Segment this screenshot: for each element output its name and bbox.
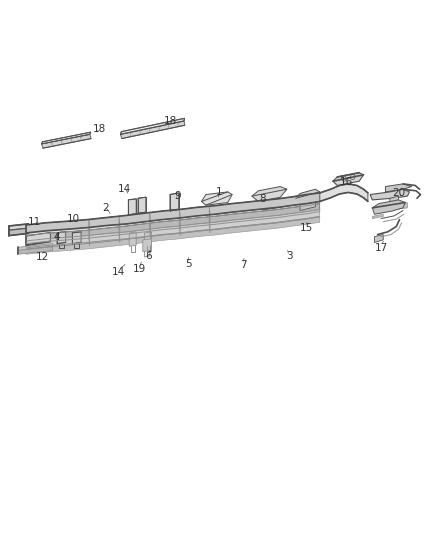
Polygon shape [89,220,90,236]
Text: 20: 20 [392,188,405,198]
Text: 3: 3 [286,251,293,261]
Polygon shape [26,209,320,248]
Polygon shape [399,203,407,209]
Text: 7: 7 [240,261,247,270]
Polygon shape [72,232,81,244]
Polygon shape [296,189,320,203]
Polygon shape [119,227,120,243]
Text: 15: 15 [300,223,313,233]
Polygon shape [120,118,184,134]
Polygon shape [26,232,50,245]
Text: 11: 11 [28,217,41,227]
Polygon shape [120,121,185,139]
Polygon shape [89,230,90,246]
Polygon shape [119,216,120,232]
Polygon shape [374,235,383,243]
Polygon shape [18,247,53,254]
Text: 2: 2 [102,203,109,213]
Text: 9: 9 [174,191,181,200]
Polygon shape [128,199,136,215]
Polygon shape [166,209,179,211]
Polygon shape [145,232,152,246]
Polygon shape [42,134,91,148]
Polygon shape [18,244,53,251]
Text: 10: 10 [67,214,80,223]
Text: 17: 17 [374,243,388,253]
Text: 14: 14 [118,184,131,194]
Polygon shape [138,197,146,213]
Polygon shape [258,198,287,210]
Polygon shape [372,214,383,219]
Text: 12: 12 [36,253,49,262]
Polygon shape [26,217,320,254]
Text: 16: 16 [339,177,353,187]
Polygon shape [143,239,152,252]
Text: 5: 5 [185,259,192,269]
Polygon shape [26,193,320,233]
Polygon shape [370,189,410,200]
Polygon shape [9,228,28,236]
Polygon shape [385,184,412,192]
Polygon shape [150,223,151,239]
Polygon shape [372,200,405,214]
Polygon shape [320,184,368,201]
Polygon shape [209,206,210,223]
Polygon shape [390,196,399,206]
Polygon shape [9,224,28,230]
Text: 18: 18 [93,124,106,134]
Polygon shape [26,193,320,236]
Polygon shape [26,204,320,244]
Polygon shape [79,217,110,224]
Polygon shape [150,213,151,229]
Polygon shape [42,132,91,144]
Polygon shape [129,232,136,246]
Polygon shape [333,173,364,185]
Polygon shape [201,192,232,205]
Text: 18: 18 [164,116,177,126]
Text: 1: 1 [215,187,223,197]
Polygon shape [209,217,210,233]
Text: 19: 19 [133,264,146,274]
Text: 14: 14 [112,267,125,277]
Text: 8: 8 [259,194,266,204]
Text: 4: 4 [53,232,60,242]
Polygon shape [300,198,315,211]
Polygon shape [170,193,179,211]
Polygon shape [252,187,287,201]
Text: 6: 6 [145,251,152,261]
Polygon shape [57,232,66,244]
